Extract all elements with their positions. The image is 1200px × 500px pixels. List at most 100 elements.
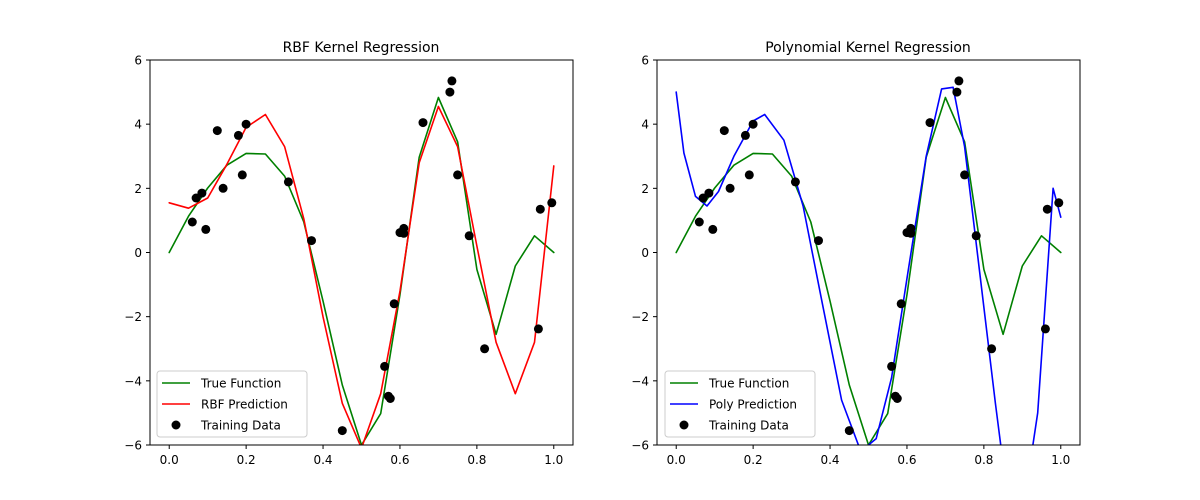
rbf-training-point: [233, 130, 243, 140]
poly-training-point: [708, 224, 718, 234]
rbf-training-point: [380, 361, 390, 371]
rbf-chart-title: RBF Kernel Regression: [283, 40, 440, 56]
poly-training-point: [906, 228, 916, 238]
poly-poly-prediction-line: [675, 86, 1062, 445]
rbf-legend-data-swatch: [171, 420, 181, 430]
poly-training-point: [704, 188, 714, 198]
rbf-training-point: [547, 198, 557, 208]
poly-training-point: [954, 76, 964, 86]
rbf-training-point: [480, 344, 490, 354]
rbf-axes-layer: 0.0 0.2 0.4 0.6 0.8 1.0 −6 −4 −2 0 2 4 6: [124, 54, 574, 467]
rbf-training-point: [337, 426, 347, 436]
rbf-x-tick-label: 0.6: [390, 453, 409, 467]
rbf-legend-prediction-label: RBF Prediction: [201, 398, 288, 412]
poly-x-tick-label: 0.6: [897, 453, 916, 467]
rbf-plot-layer: [168, 76, 557, 445]
rbf-legend-box: [156, 370, 308, 438]
poly-y-tick-label: 4: [641, 118, 649, 132]
rbf-training-point: [533, 324, 543, 334]
rbf-y-tick-label: 0: [134, 246, 142, 260]
rbf-training-point: [241, 119, 251, 129]
poly-x-tick-label: 1.0: [1051, 453, 1070, 467]
poly-training-point: [1040, 324, 1050, 334]
poly-training-point: [887, 361, 897, 371]
rbf-x-tick-label: 0.2: [237, 453, 256, 467]
poly-legend-data-swatch: [679, 420, 689, 430]
poly-training-point: [748, 119, 758, 129]
poly-training-point: [952, 87, 962, 97]
poly-legend-data-label: Training Data: [708, 419, 789, 433]
poly-y-tick-label: −2: [631, 310, 649, 324]
poly-legend-box: [664, 370, 816, 438]
rbf-y-tick-label: −2: [124, 310, 142, 324]
rbf-rbf-prediction-line: [168, 105, 555, 445]
poly-training-point: [925, 118, 935, 128]
rbf-training-point: [197, 188, 207, 198]
rbf-training-point: [464, 231, 474, 241]
rbf-training-point: [187, 217, 197, 227]
rbf-training-point: [418, 118, 428, 128]
rbf-training-point: [389, 299, 399, 309]
poly-y-tick-label: 6: [641, 54, 649, 68]
poly-training-point: [694, 217, 704, 227]
poly-plot-area: [675, 76, 1064, 445]
rbf-training-point: [399, 228, 409, 238]
poly-training-point: [725, 183, 735, 193]
rbf-legend-true-label: True Function: [200, 377, 281, 391]
rbf-legend-data-label: Training Data: [200, 419, 281, 433]
poly-x-tick-label: 0.0: [667, 453, 686, 467]
poly-training-point: [892, 394, 902, 403]
rbf-training-point: [237, 170, 247, 180]
poly-training-point: [740, 130, 750, 140]
rbf-y-tick-label: 4: [134, 118, 142, 132]
rbf-x-tick-label: 0.0: [160, 453, 179, 467]
poly-training-point: [790, 177, 800, 187]
poly-axes-layer: 0.0 0.2 0.4 0.6 0.8 1.0 −6 −4 −2 0 2 4 6: [631, 54, 1081, 467]
poly-training-point: [971, 231, 981, 241]
poly-x-tick-label: 0.8: [974, 453, 993, 467]
rbf-y-tick-label: 6: [134, 54, 142, 68]
poly-training-point: [1054, 198, 1064, 208]
poly-y-tick-label: −6: [631, 439, 649, 453]
rbf-x-tick-label: 0.4: [313, 453, 332, 467]
rbf-training-point: [307, 236, 316, 246]
poly-training-point: [814, 236, 823, 246]
poly-training-point: [987, 344, 997, 354]
rbf-y-tick-label: −6: [124, 439, 142, 453]
rbf-y-tick-label: −4: [124, 374, 142, 388]
poly-plot-layer: [675, 76, 1064, 445]
rbf-training-point: [447, 76, 457, 86]
rbf-training-point: [385, 394, 395, 403]
poly-training-point: [719, 126, 729, 136]
rbf-regression-panel: RBF Kernel Regression 0.0 0.2 0.4 0.6 0.8 1.0…: [124, 40, 574, 467]
poly-training-point: [960, 170, 970, 180]
poly-training-point: [744, 170, 754, 180]
rbf-x-tick-label: 1.0: [544, 453, 563, 467]
poly-legend: True Function Poly Prediction Training D…: [664, 370, 816, 438]
poly-legend-prediction-label: Poly Prediction: [709, 398, 797, 412]
rbf-training-point: [283, 177, 293, 187]
rbf-training-point: [453, 170, 463, 180]
poly-y-tick-label: 2: [641, 182, 649, 196]
poly-training-point: [1042, 204, 1052, 214]
rbf-y-tick-label: 2: [134, 182, 142, 196]
poly-true-function-line: [675, 96, 1062, 445]
poly-regression-panel: Polynomial Kernel Regression 0.0 0.2 0.4 0.…: [631, 40, 1081, 467]
poly-training-point: [844, 426, 854, 436]
poly-x-tick-label: 0.4: [820, 453, 839, 467]
poly-x-tick-label: 0.2: [744, 453, 763, 467]
poly-y-tick-label: 0: [641, 246, 649, 260]
rbf-plot-area: [168, 76, 557, 445]
poly-training-point: [896, 299, 906, 309]
poly-y-tick-label: −4: [631, 374, 649, 388]
rbf-training-point: [201, 224, 211, 234]
rbf-training-point: [535, 204, 545, 214]
rbf-training-point: [218, 183, 228, 193]
poly-chart-title: Polynomial Kernel Regression: [765, 40, 971, 56]
rbf-training-point: [212, 126, 222, 136]
rbf-training-point: [445, 87, 455, 97]
rbf-x-tick-label: 0.8: [467, 453, 486, 467]
rbf-legend: True Function RBF Prediction Training Da…: [156, 370, 308, 438]
poly-legend-true-label: True Function: [708, 377, 789, 391]
